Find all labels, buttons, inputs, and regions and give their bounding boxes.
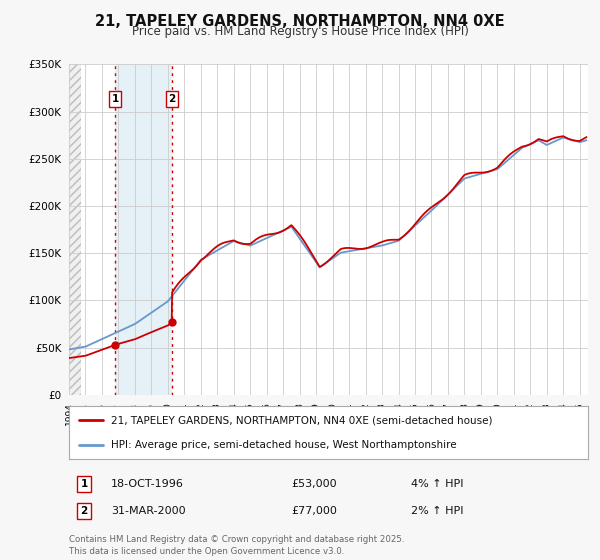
Text: 2: 2 [80,506,88,516]
Text: 18-OCT-1996: 18-OCT-1996 [111,479,184,489]
Text: 21, TAPELEY GARDENS, NORTHAMPTON, NN4 0XE (semi-detached house): 21, TAPELEY GARDENS, NORTHAMPTON, NN4 0X… [110,416,492,426]
Text: 1: 1 [112,94,119,104]
Text: Contains HM Land Registry data © Crown copyright and database right 2025.
This d: Contains HM Land Registry data © Crown c… [69,535,404,556]
Text: £53,000: £53,000 [291,479,337,489]
Text: 2% ↑ HPI: 2% ↑ HPI [411,506,463,516]
Bar [115,64,172,395]
Text: Price paid vs. HM Land Registry's House Price Index (HPI): Price paid vs. HM Land Registry's House … [131,25,469,38]
Text: 2: 2 [169,94,176,104]
Text: £77,000: £77,000 [291,506,337,516]
Text: 21, TAPELEY GARDENS, NORTHAMPTON, NN4 0XE: 21, TAPELEY GARDENS, NORTHAMPTON, NN4 0X… [95,14,505,29]
Bar [69,64,80,395]
Text: HPI: Average price, semi-detached house, West Northamptonshire: HPI: Average price, semi-detached house,… [110,440,456,450]
Text: 4% ↑ HPI: 4% ↑ HPI [411,479,463,489]
Text: 1: 1 [80,479,88,489]
Text: 31-MAR-2000: 31-MAR-2000 [111,506,185,516]
